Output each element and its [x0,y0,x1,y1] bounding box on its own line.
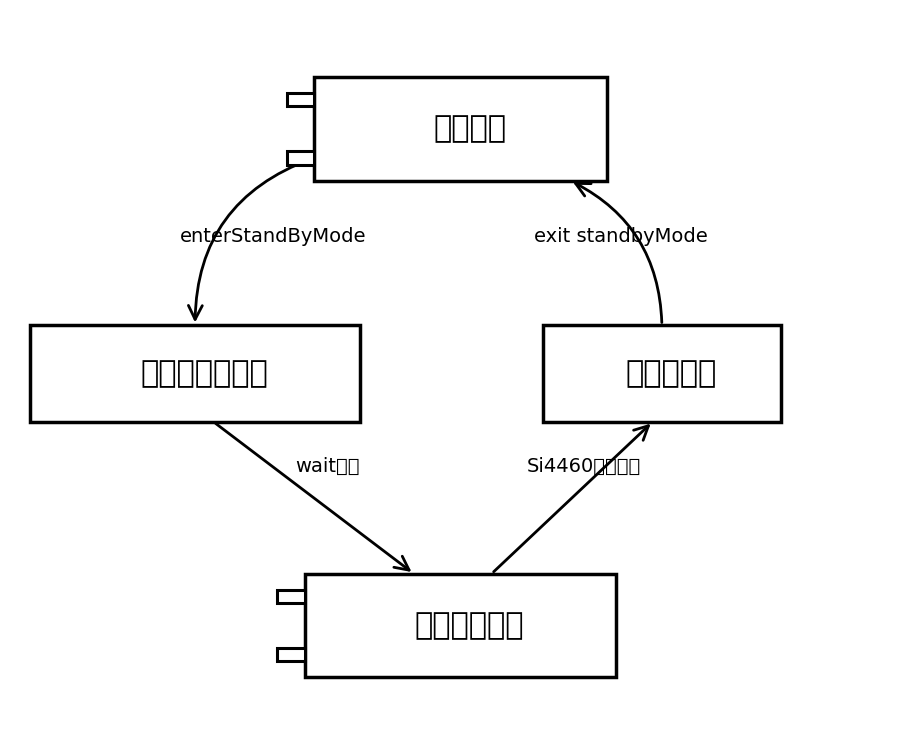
Bar [277,590,305,603]
Text: Si4460外部中断: Si4460外部中断 [527,456,641,476]
Text: 软件待机前准备: 软件待机前准备 [140,359,268,388]
Bar [314,77,607,181]
Text: enterStandByMode: enterStandByMode [180,227,366,246]
Text: 正常模式: 正常模式 [433,114,507,143]
Bar [286,93,314,106]
Bar [542,325,781,422]
Text: 软件待机模式: 软件待机模式 [414,611,524,640]
Text: exit standbyMode: exit standbyMode [534,227,707,246]
Bar [277,648,305,661]
Bar [30,325,360,422]
Bar [286,151,314,164]
Bar [305,574,616,678]
Text: wait指令: wait指令 [296,456,360,476]
Text: 唤醒后处理: 唤醒后处理 [625,359,717,388]
